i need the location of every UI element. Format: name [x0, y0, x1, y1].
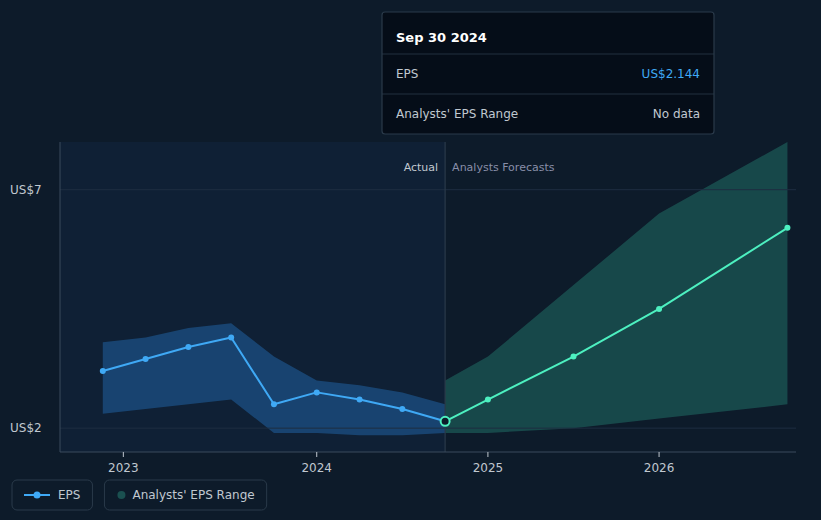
plot-area: [60, 142, 796, 452]
legend-box: [104, 480, 266, 510]
eps-point: [784, 225, 790, 231]
grid-line: [60, 428, 796, 429]
x-tick: [316, 452, 317, 457]
tooltip-label: Analysts' EPS Range: [396, 107, 518, 121]
tooltip-label: EPS: [396, 67, 418, 81]
annotation: Analysts Forecasts: [452, 161, 555, 174]
y-tick-label: US$7: [10, 183, 42, 197]
eps-point: [570, 354, 576, 360]
legend-label: Analysts' EPS Range: [132, 488, 254, 502]
range-area: [103, 323, 445, 435]
tooltip-value: US$2.144: [642, 67, 700, 81]
divider: [445, 142, 446, 452]
legend-label: EPS: [58, 488, 80, 502]
x-tick: [123, 452, 124, 457]
x-tick: [659, 452, 660, 457]
legend-swatch: [34, 492, 41, 499]
last-actual-point: [441, 417, 450, 426]
eps-point: [485, 397, 491, 403]
eps-point: [143, 356, 149, 362]
x-tick-label: 2023: [108, 461, 139, 475]
tooltip-box: [382, 12, 714, 134]
eps-point: [399, 406, 405, 412]
legend-item: EPS: [12, 480, 92, 510]
eps-point: [357, 397, 363, 403]
legend-item: Analysts' EPS Range: [104, 480, 266, 510]
x-axis: [60, 452, 796, 453]
annotation: Actual: [404, 161, 438, 174]
y-tick-label: US$2: [10, 421, 42, 435]
eps-line: [103, 338, 445, 422]
tooltip-separator: [382, 54, 714, 55]
background: [0, 0, 821, 520]
tooltip: Sep 30 2024 EPS US$2.144 Analysts' EPS Rang…: [382, 12, 714, 134]
eps-line: [445, 228, 787, 421]
eps-point: [185, 344, 191, 350]
x-tick-label: 2024: [301, 461, 332, 475]
legend-swatch: [117, 491, 125, 499]
tooltip-separator: [382, 94, 714, 95]
x-tick: [487, 452, 488, 457]
eps-point: [100, 368, 106, 374]
actual-region: [60, 142, 445, 452]
grid-line: [60, 189, 796, 190]
tooltip-title: Sep 30 2024: [396, 30, 487, 45]
x-tick-label: 2026: [644, 461, 675, 475]
eps-point: [271, 401, 277, 407]
eps-point: [314, 389, 320, 395]
tooltip-value: No data: [653, 107, 700, 121]
chart: 2023 2024 2025 2026 US$2 US$7 Actual Analysts F…: [0, 0, 821, 520]
x-tick-label: 2025: [473, 461, 504, 475]
legend-box: [12, 480, 92, 510]
legend: EPS Analysts' EPS Range: [12, 480, 267, 510]
range-area: [445, 142, 787, 433]
eps-point: [228, 335, 234, 341]
eps-point: [656, 306, 662, 312]
y-axis: [60, 142, 61, 452]
